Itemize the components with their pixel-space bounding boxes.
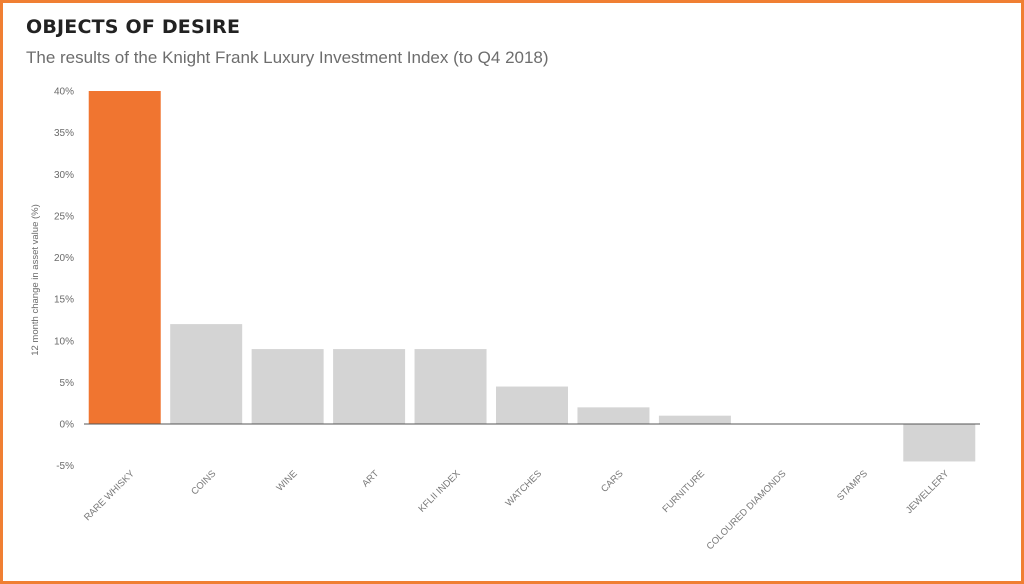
x-tick-label: WINE xyxy=(274,468,299,493)
bar-furniture xyxy=(658,415,731,424)
bar-kflii-index xyxy=(414,349,487,424)
bars xyxy=(88,91,976,462)
chart-subtitle: The results of the Knight Frank Luxury I… xyxy=(26,48,549,67)
y-axis-label: 12 month change in asset value (%) xyxy=(30,204,41,356)
bar-cars xyxy=(577,407,650,424)
y-tick-label: 0% xyxy=(60,420,75,431)
y-tick-label: -5% xyxy=(56,461,74,472)
y-tick-label: 30% xyxy=(54,170,74,181)
bar-watches xyxy=(496,386,568,424)
y-tick-label: 5% xyxy=(60,378,75,389)
x-tick-label: ART xyxy=(360,468,381,489)
x-tick-label: COLOURED DIAMONDS xyxy=(705,468,789,552)
bar-art xyxy=(333,349,406,424)
x-tick-label: COINS xyxy=(189,468,218,497)
y-tick-label: 10% xyxy=(54,336,74,347)
y-tick-label: 35% xyxy=(54,128,74,139)
x-tick-label: WATCHES xyxy=(503,468,544,509)
x-tick-label: CARS xyxy=(599,468,625,494)
y-tick-label: 15% xyxy=(54,295,74,306)
y-tick-label: 20% xyxy=(54,253,74,264)
x-tick-label: STAMPS xyxy=(835,468,870,503)
y-tick-label: 25% xyxy=(54,211,74,222)
chart-title: OBJECTS OF DESIRE xyxy=(26,16,241,38)
bar-coins xyxy=(170,324,243,424)
bar-rare-whisky xyxy=(88,91,161,424)
x-tick-label: FURNITURE xyxy=(660,468,707,515)
x-tick-label: RARE WHISKY xyxy=(82,468,137,523)
y-axis-ticks: 40% 35% 30% 25% 20% 15% 10% 5% 0% -5% xyxy=(54,87,74,473)
bar-jewellery xyxy=(903,424,976,462)
bar-wine xyxy=(251,349,324,424)
x-tick-label: JEWELLERY xyxy=(904,468,952,516)
y-tick-label: 40% xyxy=(54,87,74,98)
x-axis-labels: RARE WHISKY COINS WINE ART KFLII INDEX WATCHE… xyxy=(82,468,952,552)
x-tick-label: KFLII INDEX xyxy=(416,468,463,515)
